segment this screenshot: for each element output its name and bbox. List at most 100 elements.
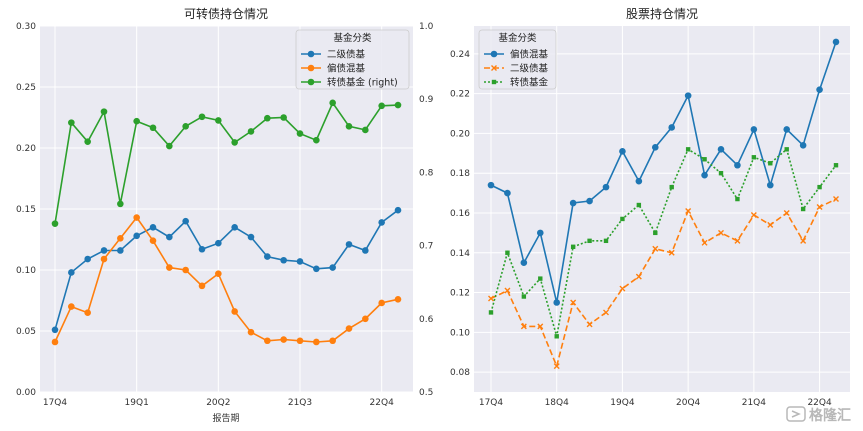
data-point <box>68 269 75 276</box>
data-point <box>68 119 75 126</box>
data-point <box>280 114 287 121</box>
data-point <box>133 214 140 221</box>
data-point <box>198 245 206 253</box>
watermark-logo-icon <box>786 406 806 422</box>
legend-item: 偏债混基 <box>484 49 549 61</box>
series-line <box>490 198 837 369</box>
data-point <box>554 334 559 339</box>
data-point <box>166 233 173 241</box>
y-tick-label: 0.05 <box>16 327 36 337</box>
data-point <box>149 124 157 132</box>
data-point <box>734 237 741 244</box>
data-point <box>799 142 807 149</box>
y-tick-label: 0.12 <box>450 289 470 299</box>
data-point <box>394 101 402 109</box>
data-point <box>51 220 59 227</box>
y2-tick-label: 0.9 <box>419 95 434 105</box>
legend-marker <box>307 50 315 58</box>
data-point <box>619 285 626 292</box>
data-point <box>215 239 222 247</box>
data-point <box>51 326 59 334</box>
data-point <box>783 126 791 133</box>
watermark: 格隆汇 <box>786 406 851 424</box>
data-point <box>117 234 124 242</box>
x-tick-label: 21Q4 <box>742 398 767 408</box>
data-point <box>215 270 222 277</box>
data-point <box>586 321 593 328</box>
data-point <box>362 126 369 134</box>
series-2 <box>488 147 839 339</box>
data-point <box>198 282 206 290</box>
x-tick-label: 19Q4 <box>610 398 635 408</box>
data-point <box>329 99 336 107</box>
data-point <box>231 139 238 146</box>
data-point <box>378 299 385 307</box>
y-tick-label: 0.00 <box>16 388 36 398</box>
chart-title-right: 股票持仓情况 <box>626 6 698 21</box>
data-point <box>800 237 807 244</box>
data-point <box>133 117 140 125</box>
data-point <box>84 255 91 263</box>
legend-item: 偏债混基 <box>301 63 366 75</box>
data-point <box>800 206 806 212</box>
y2-tick-label: 0.8 <box>419 168 434 178</box>
data-point <box>636 202 642 208</box>
data-point <box>536 229 544 237</box>
y-tick-label: 0.25 <box>16 83 36 93</box>
data-point <box>51 338 59 346</box>
data-point <box>520 259 528 267</box>
data-point <box>537 323 544 330</box>
legend-item: 二级债基 <box>301 49 366 61</box>
x-tick-label: 19Q1 <box>125 398 149 408</box>
data-point <box>620 216 625 222</box>
data-point <box>182 122 189 130</box>
x-tick-label: 17Q4 <box>479 398 504 408</box>
y-tick-label: 0.15 <box>16 205 36 215</box>
data-point <box>603 309 609 316</box>
y-tick-label: 0.18 <box>450 169 470 179</box>
data-point <box>133 232 140 240</box>
y-tick-label: 0.20 <box>16 144 36 154</box>
data-point <box>362 315 369 323</box>
x-tick-label: 21Q3 <box>288 398 312 408</box>
x-axis-label-left: 报告期 <box>212 412 239 424</box>
data-point <box>718 229 724 236</box>
data-point <box>817 184 822 190</box>
data-point <box>602 183 610 191</box>
data-point <box>652 245 659 252</box>
stock-holding-chart: 0.08 0.10 0.12 0.14 0.16 0.18 0.20 0.22 0.24 17Q… <box>450 6 850 408</box>
data-point <box>296 130 304 137</box>
data-point <box>247 128 255 135</box>
data-point <box>833 163 839 168</box>
data-point <box>296 258 304 265</box>
convertible-bond-chart: 0.000.050.100.150.200.250.30 0.50.60.70.… <box>16 6 434 424</box>
data-point <box>231 224 238 231</box>
data-point <box>100 247 108 254</box>
y-tick-label: 0.22 <box>450 90 470 100</box>
data-point <box>329 337 336 345</box>
data-point <box>198 113 206 121</box>
data-point <box>504 287 511 294</box>
watermark-text: 格隆汇 <box>809 407 851 424</box>
data-point <box>345 122 353 130</box>
legend-label: 二级债基 <box>327 49 366 61</box>
data-point <box>635 177 643 185</box>
data-point <box>100 108 108 115</box>
y-tick-label: 0.30 <box>16 22 36 32</box>
legend-marker <box>307 64 315 72</box>
legend-title: 基金分类 <box>498 32 537 44</box>
data-point <box>701 239 708 246</box>
data-point <box>313 136 320 144</box>
data-point <box>313 338 320 346</box>
data-point <box>280 256 287 264</box>
data-point <box>735 196 740 202</box>
y-tick-label: 0.08 <box>450 368 470 378</box>
data-point <box>264 337 271 345</box>
chart-title-left: 可转债持仓情况 <box>184 6 268 21</box>
data-point <box>247 328 255 336</box>
data-point <box>569 199 577 207</box>
data-point <box>751 155 757 160</box>
data-point <box>117 200 124 208</box>
data-point <box>313 265 320 273</box>
legend-marker <box>491 79 497 85</box>
